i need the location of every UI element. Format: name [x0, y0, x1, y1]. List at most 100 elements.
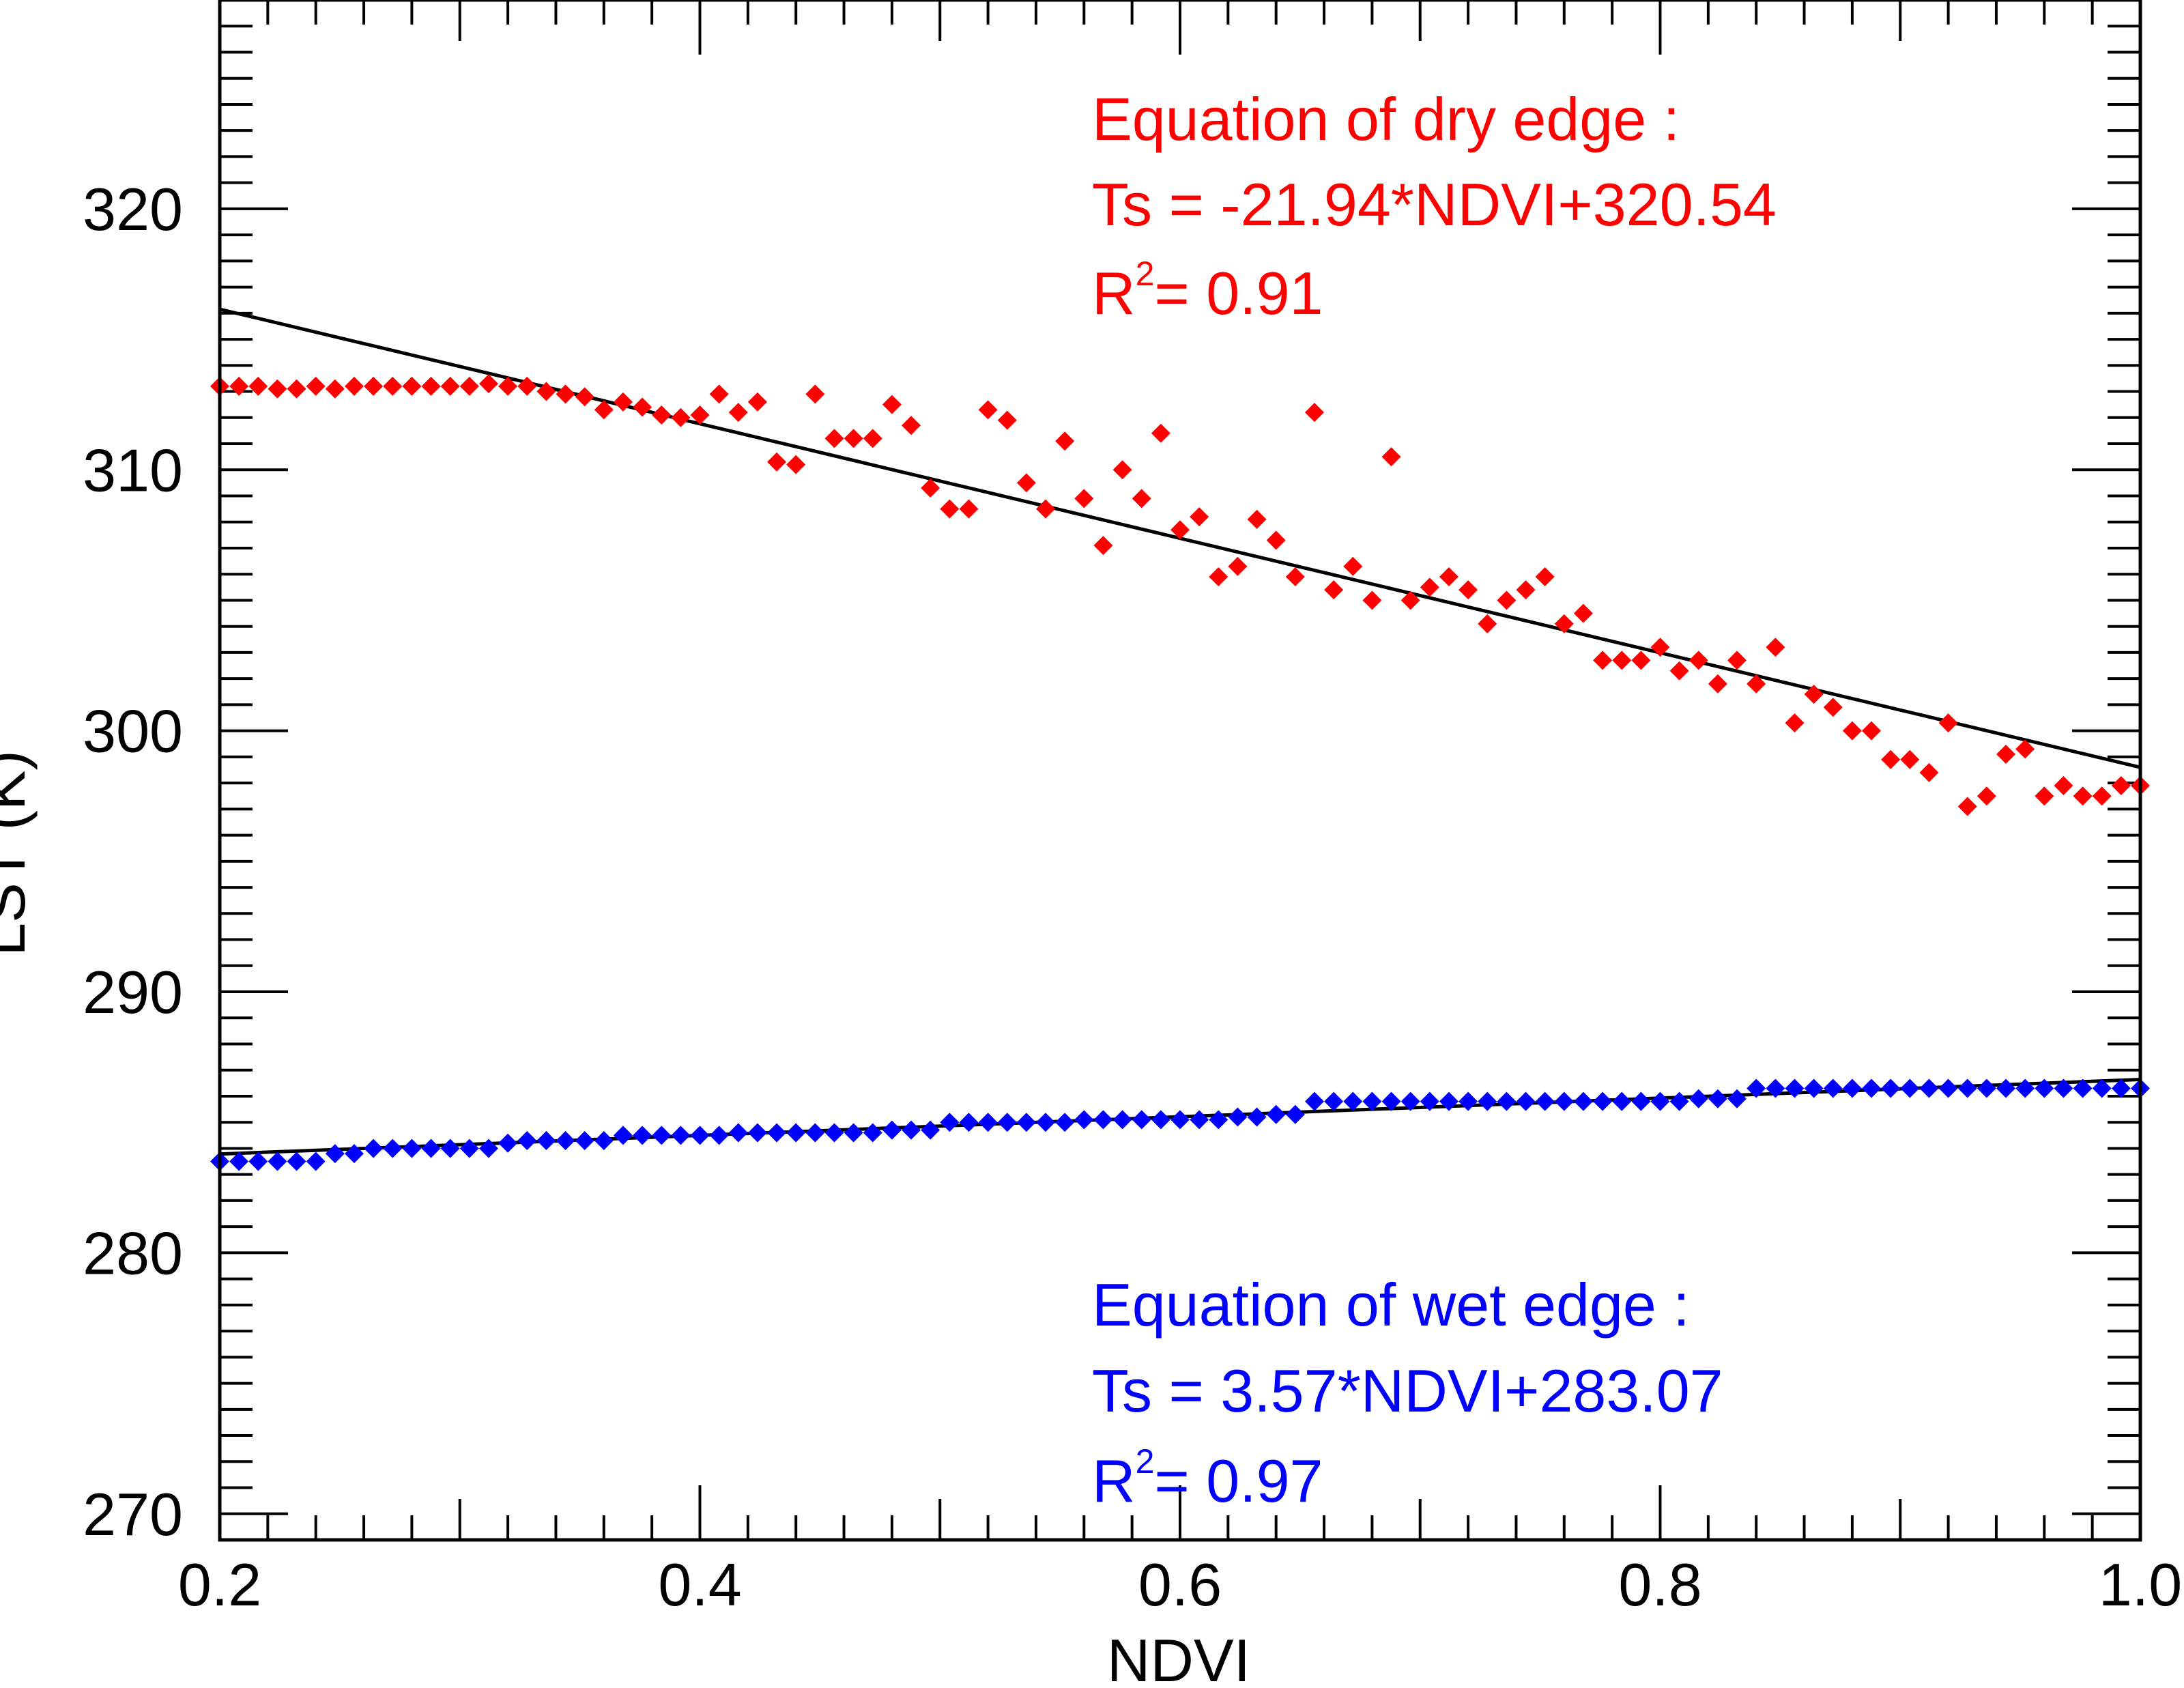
wet-edge-point	[1516, 1091, 1536, 1111]
wet-edge-point	[2035, 1078, 2054, 1098]
dry-edge-point	[440, 376, 460, 396]
wet-edge-point	[1190, 1110, 1209, 1130]
wet-edge-point	[747, 1123, 767, 1143]
wet-edge-point	[1362, 1091, 1382, 1111]
dry-edge-point	[1919, 762, 1939, 782]
dry-edge-point	[1190, 507, 1209, 527]
wet-edge-point	[805, 1123, 825, 1143]
wet-edge-point	[633, 1126, 652, 1145]
dry-edge-point	[1669, 661, 1689, 681]
dry-edge-point	[2015, 739, 2035, 759]
dry-edge-point	[1420, 577, 1439, 597]
wet-edge-r2-prefix: R	[1092, 1447, 1136, 1515]
wet-edge-point	[1209, 1110, 1228, 1130]
wet-edge-point	[536, 1130, 556, 1150]
dry-edge-point	[1900, 749, 1920, 769]
dry-edge-point	[1209, 567, 1228, 587]
wet-edge-point	[1573, 1091, 1593, 1111]
wet-edge-point	[1977, 1078, 1996, 1098]
dry-edge-point	[1516, 580, 1536, 600]
wet-edge-point	[498, 1133, 518, 1153]
wet-edge-point	[1535, 1091, 1555, 1111]
dry-edge-point	[1400, 590, 1420, 610]
x-tick-label: 1.0	[2099, 1551, 2182, 1618]
wet-edge-point	[1343, 1091, 1363, 1111]
wet-edge-point	[1823, 1078, 1843, 1098]
dry-edge-point	[1132, 489, 1151, 509]
wet-edge-point	[997, 1113, 1017, 1132]
dry-edge-point	[1554, 614, 1574, 633]
wet-edge-point	[268, 1151, 287, 1171]
dry-edge-point	[575, 387, 594, 407]
dry-edge-point	[459, 376, 479, 396]
wet-edge-point	[1478, 1091, 1497, 1111]
x-tick-label: 0.8	[1618, 1551, 1701, 1618]
dry-edge-point	[1036, 499, 1056, 519]
dry-edge-point	[344, 376, 364, 396]
dry-edge-point	[786, 455, 806, 474]
wet-edge-point	[1612, 1091, 1632, 1111]
dry-edge-point	[287, 379, 306, 399]
wet-edge-point	[1881, 1078, 1901, 1098]
dry-edge-point	[421, 376, 441, 396]
dry-edge-point	[1151, 423, 1170, 443]
wet-edge-point	[978, 1113, 998, 1132]
dry-edge-point	[2092, 786, 2112, 806]
dry-edge-point	[709, 384, 729, 404]
y-tick-label: 310	[83, 436, 183, 504]
wet-edge-point	[1016, 1113, 1036, 1132]
dry-edge-point	[1478, 614, 1497, 633]
x-tick-label: 0.4	[658, 1551, 741, 1618]
dry-edge-point	[1459, 580, 1478, 600]
dry-edge-point	[1766, 638, 1785, 657]
dry-edge-equation: Ts = -21.94*NDVI+320.54	[1092, 171, 1777, 238]
x-tick-labels: 0.2 0.4 0.6 0.8 1.0	[178, 1551, 2182, 1618]
wet-edge-point	[1785, 1078, 1805, 1098]
dry-edge-point	[402, 376, 422, 396]
dry-edge-point	[940, 499, 960, 519]
data-points	[210, 374, 2150, 1171]
wet-edge-point	[2054, 1078, 2073, 1098]
wet-edge-point	[1459, 1091, 1478, 1111]
dry-edge-point	[671, 407, 691, 427]
wet-edge-point	[1112, 1110, 1132, 1130]
dry-edge-point	[1343, 556, 1363, 576]
y-tick-label: 290	[83, 958, 183, 1026]
dry-edge-point	[2111, 775, 2131, 795]
wet-edge-point	[1324, 1091, 1344, 1111]
wet-edge-point	[2111, 1078, 2131, 1098]
dry-edge-point	[517, 376, 537, 396]
y-tick-label: 280	[83, 1219, 183, 1287]
dry-edge-point	[1727, 650, 1747, 670]
wet-edge-point	[344, 1144, 364, 1164]
dry-edge-point	[1266, 530, 1286, 550]
wet-edge-point	[556, 1130, 575, 1150]
dry-edge-point	[1170, 520, 1190, 540]
dry-edge-point	[364, 376, 384, 396]
ticks-layer	[218, 0, 2142, 1541]
dry-edge-point	[325, 379, 345, 399]
wet-edge-point	[613, 1126, 633, 1145]
wet-edge-point	[306, 1151, 326, 1171]
dry-edge-point	[1362, 590, 1382, 610]
wet-edge-point	[959, 1113, 979, 1132]
dry-edge-r2: R2= 0.91	[1092, 255, 1323, 327]
dry-edge-point	[268, 379, 287, 399]
dry-edge-point	[1823, 698, 1843, 717]
dry-edge-point	[248, 376, 268, 396]
dry-edge-r2-sup: 2	[1136, 255, 1155, 293]
wet-edge-point	[364, 1139, 384, 1158]
wet-edge-point	[1727, 1089, 1747, 1108]
wet-edge-point	[2073, 1078, 2093, 1098]
wet-edge-point	[1400, 1091, 1420, 1111]
dry-edge-point	[1689, 650, 1708, 670]
dry-edge-point	[747, 392, 767, 412]
dry-edge-point	[882, 395, 902, 414]
dry-edge-point	[1593, 650, 1613, 670]
dry-edge-point	[613, 392, 633, 412]
dry-edge-point	[824, 429, 844, 448]
y-tick-label: 300	[83, 698, 183, 765]
wet-edge-point	[287, 1151, 306, 1171]
wet-edge-point	[1862, 1078, 1882, 1098]
wet-edge-point	[863, 1123, 882, 1143]
